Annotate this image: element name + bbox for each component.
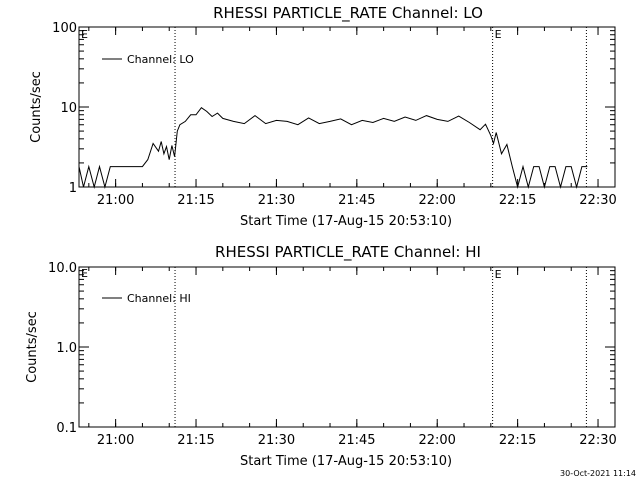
y-tick-label: 1	[69, 181, 77, 196]
series-line	[78, 107, 588, 189]
y-tick-label: 1.0	[56, 341, 77, 356]
hi-channel-panel: RHESSI PARTICLE_RATE Channel: HI Counts/…	[25, 243, 617, 469]
x-axis-label: Start Time (17-Aug-15 20:53:10)	[240, 454, 452, 469]
x-tick-label: 21:00	[97, 193, 134, 208]
x-tick-label: 21:15	[177, 193, 214, 208]
corner-e-label: E	[81, 267, 88, 280]
x-tick-label: 21:30	[258, 433, 295, 448]
x-tick-label: 21:30	[258, 193, 295, 208]
chart-marks: 21:00 21:15 21:30 21:45 22:00 22:15 22:30 1 10 10…	[52, 21, 617, 208]
event-marker-label: E	[495, 28, 502, 41]
chart-title: RHESSI PARTICLE_RATE Channel: LO	[213, 4, 483, 23]
x-tick-label: 22:15	[499, 193, 536, 208]
legend-entry: Channel: HI	[127, 292, 191, 305]
y-tick-label: 0.1	[56, 421, 77, 436]
legend-entry: Channel: LO	[127, 53, 194, 66]
y-tick-label: 10	[60, 101, 77, 116]
y-tick-label: 100	[52, 21, 77, 36]
corner-e-label: E	[81, 28, 88, 41]
x-axis-label: Start Time (17-Aug-15 20:53:10)	[240, 214, 452, 229]
x-tick-label: 22:00	[418, 433, 455, 448]
chart-title: RHESSI PARTICLE_RATE Channel: HI	[215, 243, 481, 262]
x-tick-label: 22:30	[579, 433, 616, 448]
lo-channel-panel: RHESSI PARTICLE_RATE Channel: LO Counts/…	[29, 4, 617, 229]
x-tick-label: 21:15	[177, 433, 214, 448]
y-axis-label: Counts/sec	[25, 311, 40, 383]
x-tick-label: 22:15	[499, 433, 536, 448]
x-tick-label: 21:45	[338, 433, 375, 448]
y-tick-label: 10.0	[48, 261, 77, 276]
y-axis-label: Counts/sec	[29, 71, 44, 143]
x-tick-label: 21:45	[338, 193, 375, 208]
x-tick-label: 22:00	[418, 193, 455, 208]
event-marker-label: E	[495, 268, 502, 281]
x-tick-label: 22:30	[579, 193, 616, 208]
chart-marks: 21:00 21:15 21:30 21:45 22:00 22:15 22:30 0.1 1.…	[48, 261, 617, 448]
x-tick-label: 21:00	[97, 433, 134, 448]
timestamp: 30-Oct-2021 11:14	[560, 469, 636, 478]
